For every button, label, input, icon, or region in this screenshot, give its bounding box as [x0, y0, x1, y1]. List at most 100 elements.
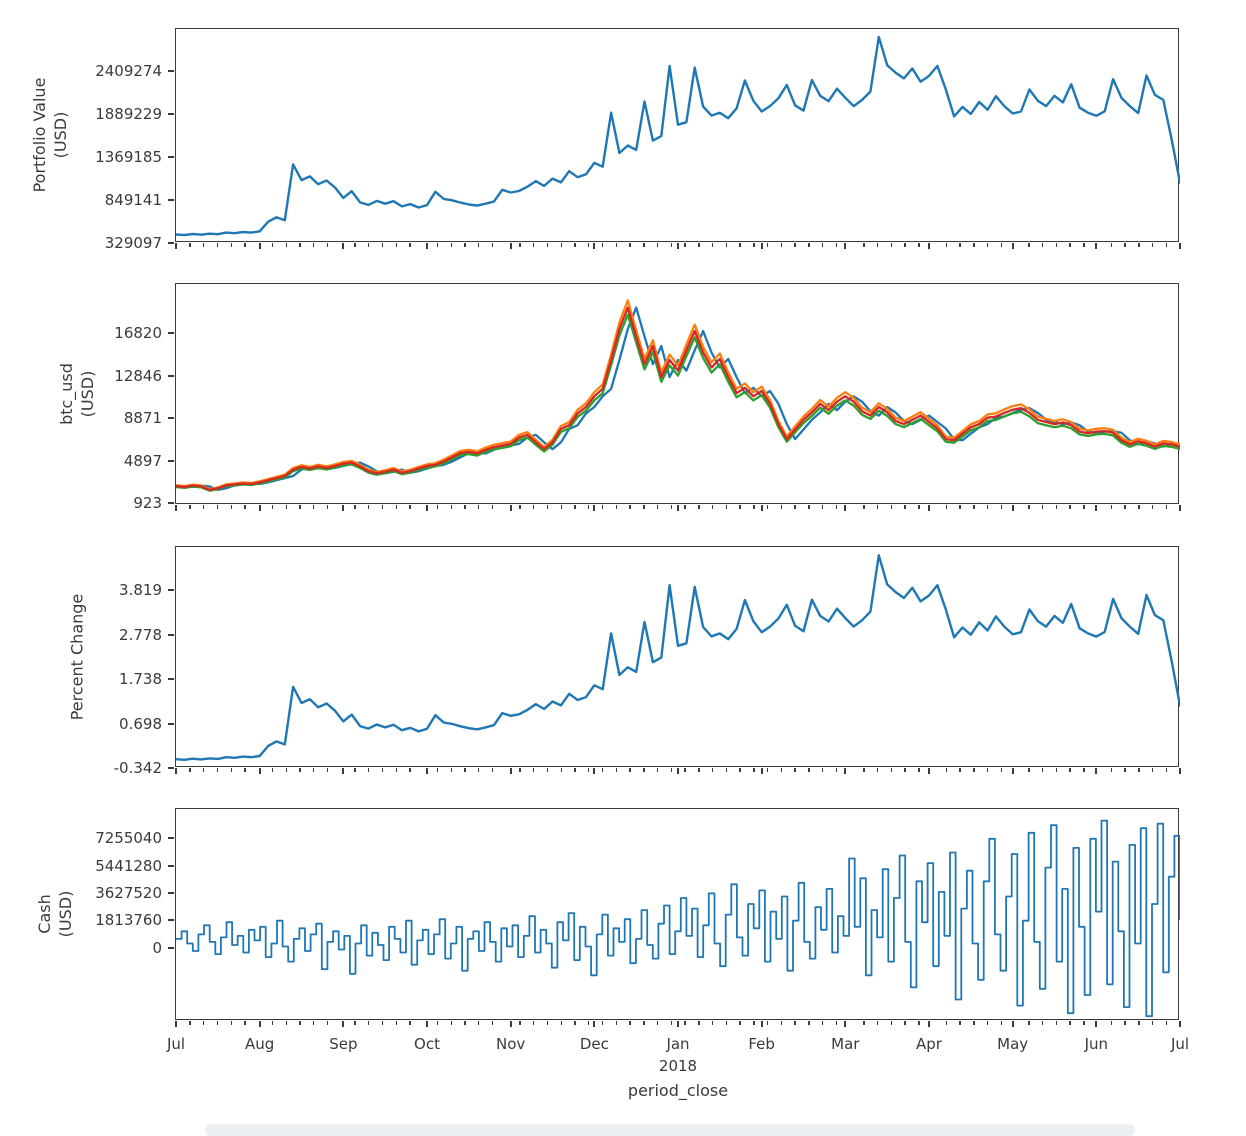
x-minor-tick	[986, 243, 989, 247]
x-minor-tick	[1138, 1021, 1140, 1025]
x-minor-tick	[478, 505, 480, 509]
x-minor-tick	[230, 1021, 232, 1025]
x-major-tick	[426, 505, 428, 511]
x-minor-tick	[1138, 243, 1140, 247]
x-minor-tick	[326, 505, 329, 509]
x-minor-tick	[1069, 1021, 1071, 1025]
x-minor-tick	[1000, 1021, 1003, 1025]
x-minor-tick	[1083, 505, 1085, 509]
x-minor-tick	[711, 1021, 714, 1025]
x-minor-tick	[601, 1021, 604, 1025]
x-minor-tick	[959, 505, 961, 509]
x-tick-label-jul-12: Jul	[1170, 1035, 1190, 1053]
x-tick-label-mar-8: Mar	[831, 1035, 860, 1053]
x-minor-tick	[656, 505, 659, 509]
ylabel-pct: Percent Change	[67, 593, 87, 720]
x-minor-tick	[684, 768, 686, 772]
x-major-tick	[1095, 768, 1098, 774]
x-minor-tick	[863, 243, 865, 247]
y-tick-label: 4897	[123, 451, 162, 470]
x-minor-tick	[354, 768, 356, 772]
x-minor-tick	[1000, 768, 1003, 772]
x-minor-tick	[560, 505, 562, 509]
x-major-tick	[593, 768, 596, 774]
x-minor-tick	[285, 768, 287, 772]
y-tick-label: 12846	[114, 366, 162, 385]
x-minor-tick	[216, 243, 219, 247]
subplot-pct: 3.819 2.778 1.738 0.698 -0.342	[114, 546, 1181, 777]
x-minor-tick	[876, 505, 879, 509]
y-tick-label: 16820	[114, 324, 162, 342]
y-tick-label: 2409274	[95, 62, 162, 80]
x-minor-tick	[1069, 768, 1071, 772]
x-minor-tick	[711, 243, 714, 247]
x-minor-tick	[1055, 243, 1058, 247]
x-minor-tick	[381, 768, 384, 772]
x-minor-tick	[189, 243, 191, 247]
btc_usd_close-line	[176, 306, 1180, 492]
y-tick-label: 1369185	[95, 148, 162, 166]
x-minor-tick	[381, 1021, 384, 1025]
x-minor-tick	[1151, 768, 1154, 772]
x-minor-tick	[684, 243, 686, 247]
x-minor-tick	[464, 1021, 466, 1025]
x-minor-tick	[381, 243, 384, 247]
x-minor-tick	[1069, 505, 1071, 509]
x-minor-tick	[629, 768, 631, 772]
x-minor-tick	[450, 243, 452, 247]
x-minor-tick	[808, 243, 810, 247]
x-tick-label-dec-5: Dec	[579, 1035, 609, 1053]
x-minor-tick	[1000, 505, 1003, 509]
x-minor-tick	[1165, 768, 1168, 772]
x-major-tick	[342, 1021, 345, 1027]
x-minor-tick	[684, 505, 686, 509]
x-major-tick	[258, 505, 261, 511]
x-minor-tick	[491, 505, 494, 509]
y-tick	[168, 919, 174, 922]
x-minor-tick	[1069, 243, 1071, 247]
x-major-tick	[844, 768, 847, 774]
cash-line	[176, 819, 1180, 1018]
x-minor-tick	[753, 768, 755, 772]
x-minor-tick	[395, 243, 397, 247]
x-minor-tick	[1151, 243, 1154, 247]
x-minor-tick	[1055, 1021, 1058, 1025]
x-major-tick	[928, 768, 930, 774]
x-minor-tick	[464, 505, 466, 509]
cash-canvas	[176, 819, 1180, 1018]
x-minor-tick	[354, 1021, 356, 1025]
x-major-tick	[509, 505, 512, 511]
x-major-tick	[1179, 505, 1181, 511]
y-tick	[168, 678, 174, 681]
x-major-tick	[1179, 1021, 1181, 1027]
x-minor-tick	[271, 768, 274, 772]
x-minor-tick	[354, 243, 356, 247]
x-minor-tick	[835, 505, 838, 509]
x-minor-tick	[313, 768, 315, 772]
y-tick-label: 7255040	[95, 829, 162, 847]
x-major-tick	[258, 1021, 261, 1027]
x-major-tick	[677, 768, 679, 774]
y-tick	[168, 502, 174, 504]
x-minor-tick	[395, 1021, 397, 1025]
x-minor-tick	[863, 1021, 865, 1025]
x-minor-tick	[450, 1021, 452, 1025]
x-tick-label-apr-9: Apr	[916, 1035, 942, 1053]
x-major-tick	[1011, 243, 1014, 249]
x-minor-tick	[285, 505, 287, 509]
x-minor-tick	[643, 1021, 645, 1025]
x-minor-tick	[808, 505, 810, 509]
x-minor-tick	[546, 243, 549, 247]
x-major-tick	[593, 1021, 596, 1027]
x-minor-tick	[1138, 768, 1140, 772]
y-tick	[168, 722, 174, 725]
x-major-tick	[928, 1021, 930, 1027]
x-minor-tick	[189, 505, 191, 509]
x-minor-tick	[890, 1021, 893, 1025]
x-minor-tick	[766, 243, 769, 247]
x-minor-tick	[904, 1021, 906, 1025]
x-major-tick	[342, 505, 345, 511]
x-minor-tick	[203, 768, 205, 772]
x-minor-tick	[1138, 505, 1140, 509]
